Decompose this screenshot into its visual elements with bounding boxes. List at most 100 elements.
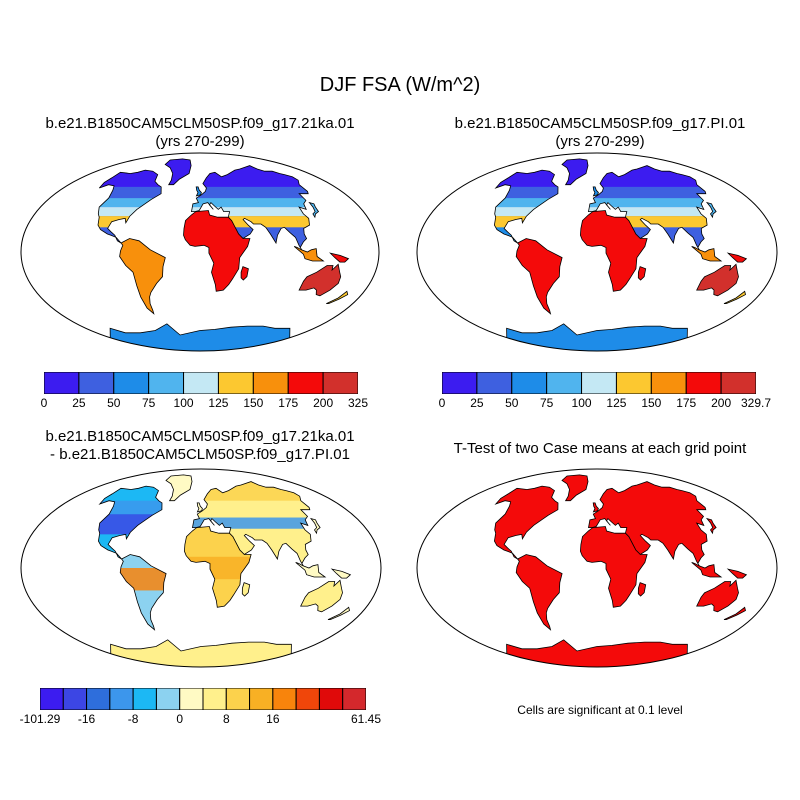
coastline-new-guinea <box>726 252 748 263</box>
land-greenland <box>166 474 192 501</box>
colorbar-tick-label: 150 <box>243 396 264 410</box>
colorbar-tick-label: 150 <box>641 396 662 410</box>
colorbar-tick-label: -8 <box>127 712 139 726</box>
land-japan <box>311 518 321 534</box>
coastline-australia <box>298 263 342 297</box>
coastline-uk <box>592 186 599 197</box>
colorbar-tick-label: 0 <box>438 396 446 410</box>
colorbar-tick-label: 329.7 <box>740 396 772 410</box>
colorbar-box <box>86 688 111 710</box>
latitude-band <box>191 198 310 208</box>
latitude-band <box>494 207 558 217</box>
figure-title: DJF FSA (W/m^2) <box>319 74 481 96</box>
coastline-indonesia <box>691 562 723 578</box>
colorbar-box <box>249 688 274 710</box>
land-new-guinea <box>728 569 747 579</box>
colorbar-tick-label: 100 <box>173 396 194 410</box>
land-greenland <box>562 474 588 501</box>
land-antarctica <box>110 639 292 667</box>
coastline-new-guinea <box>330 568 352 579</box>
panel-c-title-line2: - b.e21.B1850CAM5CLM50SP.f09_g17.PI.01 <box>50 446 350 463</box>
colorbar-box <box>78 372 115 394</box>
colorbar-box <box>183 372 219 394</box>
land-new-guinea <box>332 569 351 579</box>
coastline-australia <box>300 579 343 613</box>
land-africa <box>580 210 648 292</box>
map-border <box>20 152 380 352</box>
panel-a-title-line1: b.e21.B1850CAM5CLM50SP.f09_g17.21ka.01 <box>45 115 355 132</box>
coastline-japan <box>308 201 320 219</box>
colorbar-tick-label: 125 <box>606 396 627 410</box>
coastline-greenland <box>165 474 193 502</box>
land-south-america <box>516 238 563 314</box>
colorbar-box <box>581 372 617 394</box>
colorbar-tick-label: 16 <box>266 712 280 726</box>
latitude-band <box>588 207 708 217</box>
colorbar-tick-label: -101.29 <box>19 712 61 726</box>
coastline-new-zealand <box>326 290 349 305</box>
colorbar-box <box>342 688 366 710</box>
colorbar-tick-label: 8 <box>222 712 230 726</box>
land-africa <box>580 526 648 608</box>
land-greenland <box>562 158 588 185</box>
colorbar-box <box>202 688 227 710</box>
latitude-band <box>191 207 310 217</box>
colorbar-box <box>546 372 583 394</box>
land-antarctica <box>110 323 290 351</box>
map-panel-d <box>416 468 778 668</box>
latitude-band <box>98 198 162 208</box>
coastline-south-america <box>515 554 563 631</box>
land-japan <box>707 202 717 218</box>
coastline-north-america <box>493 485 559 560</box>
colorbar-tick-label: 75 <box>141 396 156 410</box>
coastline-madagascar <box>240 266 249 281</box>
coastline-indonesia <box>691 246 723 262</box>
colorbar-box <box>318 688 344 710</box>
panel-c-title-line1: b.e21.B1850CAM5CLM50SP.f09_g17.21ka.01 <box>45 428 355 445</box>
land-antarctica <box>506 323 688 351</box>
latitude-band <box>588 198 708 208</box>
latitude-band <box>588 186 708 199</box>
colorbar-box <box>476 372 513 394</box>
panel-b-title: b.e21.B1850CAM5CLM50SP.f09_g17.PI.01 (yr… <box>400 115 800 151</box>
colorbar-box <box>650 372 687 394</box>
colorbar-tick-label: 25 <box>72 396 86 410</box>
coastline-uk <box>196 502 203 513</box>
land-south-america <box>516 554 563 630</box>
coastline-uk <box>195 186 202 197</box>
colorbar-box <box>252 372 289 394</box>
coastline-uk <box>592 502 599 513</box>
colorbar-b-labels: 0 25 50 75 100 125 150 175 200 329.7 <box>438 396 771 412</box>
coastline-indonesia <box>293 246 325 262</box>
colorbar-box <box>272 688 297 710</box>
colorbar-tick-label: -16 <box>77 712 96 726</box>
coastline-greenland <box>561 474 589 502</box>
colorbar-tick-label: 0 <box>176 712 184 726</box>
coastline-new-zealand <box>723 606 746 621</box>
coastline-japan <box>705 201 717 219</box>
map-border <box>416 152 778 352</box>
panel-a-title-line2: (yrs 270-299) <box>155 133 245 150</box>
colorbar-box <box>720 372 756 394</box>
land-australia <box>696 580 739 612</box>
coastline-new-guinea <box>726 568 748 579</box>
land-new-guinea <box>728 253 747 263</box>
colorbar-box <box>322 372 358 394</box>
colorbar-box <box>511 372 548 394</box>
colorbar-tick-label: 50 <box>107 396 121 410</box>
map-border <box>416 468 778 668</box>
coastline-madagascar <box>637 266 647 281</box>
panel-b-title-line2: (yrs 270-299) <box>555 133 645 150</box>
colorbar-b <box>442 372 756 394</box>
anomaly-band <box>192 517 312 529</box>
colorbar-box <box>615 372 652 394</box>
land-antarctica <box>506 639 688 667</box>
colorbar-a <box>44 372 358 394</box>
coastline-eurasia <box>588 481 708 568</box>
panel-d-title: T-Test of two Case means at each grid po… <box>400 440 800 458</box>
colorbar-box <box>217 372 254 394</box>
coastline-south-america <box>515 238 563 315</box>
colorbar-tick-label: 200 <box>313 396 334 410</box>
colorbar-box <box>44 372 80 394</box>
panel-d-title-line1: T-Test of two Case means at each grid po… <box>453 440 747 457</box>
